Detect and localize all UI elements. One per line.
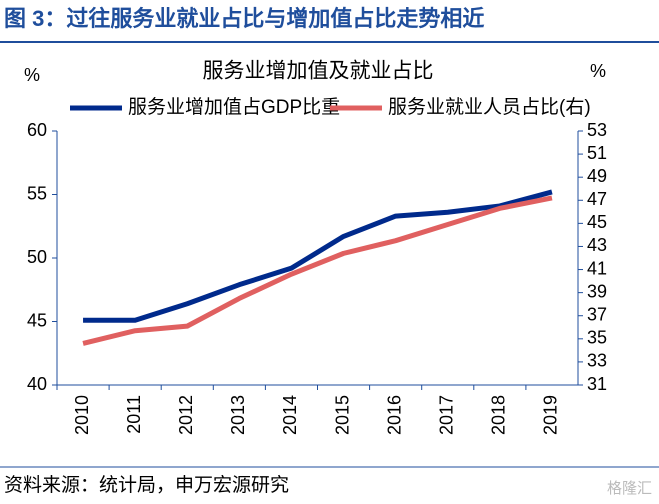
y-tick-label: 40 — [27, 374, 47, 394]
x-tick-label: 2016 — [384, 395, 404, 435]
y-tick-label: 50 — [27, 247, 47, 267]
chart-title: 服务业增加值及就业占比 — [203, 60, 434, 83]
y2-tick-label: 33 — [587, 351, 607, 371]
x-tick-label: 2015 — [332, 395, 352, 435]
y2-tick-label: 39 — [587, 281, 607, 301]
x-tick-label: 2012 — [176, 395, 196, 435]
series-line — [82, 195, 553, 346]
series-line — [83, 189, 553, 323]
y2-tick-label: 47 — [587, 189, 607, 209]
y2-tick-label: 45 — [587, 212, 607, 232]
x-tick-label: 2011 — [124, 395, 144, 434]
x-tick-label: 2019 — [541, 395, 561, 435]
y2-axis-label: % — [590, 61, 606, 81]
x-tick-label: 2014 — [280, 395, 300, 435]
footer-source: 资料来源：统计局，申万宏源研究 — [4, 474, 289, 496]
x-tick-label: 2013 — [228, 395, 248, 435]
x-tick-label: 2017 — [437, 395, 457, 435]
legend-label: 服务业就业人员占比(右) — [388, 96, 591, 118]
x-tick-label: 2018 — [489, 395, 509, 435]
y-axis-label: % — [24, 65, 40, 85]
y-tick-label: 60 — [27, 120, 47, 140]
watermark: 格隆汇 — [607, 480, 652, 497]
y2-tick-label: 41 — [587, 258, 607, 278]
y-tick-label: 45 — [27, 310, 47, 330]
y2-tick-label: 51 — [587, 143, 607, 163]
y2-tick-label: 43 — [587, 235, 607, 255]
y2-tick-label: 37 — [587, 304, 607, 324]
y2-tick-label: 31 — [587, 374, 607, 394]
header-title: 图 3：过往服务业就业占比与增加值占比走势相近 — [4, 6, 484, 31]
y2-tick-label: 49 — [587, 166, 607, 186]
y2-tick-label: 53 — [587, 120, 607, 140]
legend-label: 服务业增加值占GDP比重 — [128, 96, 340, 118]
x-tick-label: 2010 — [72, 395, 92, 435]
y-tick-label: 55 — [27, 183, 47, 203]
y2-tick-label: 35 — [587, 328, 607, 348]
